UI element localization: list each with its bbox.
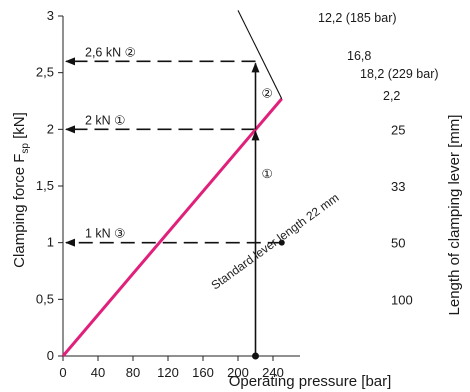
- x-tick-label: 200: [227, 365, 249, 380]
- y-tick-label: 0: [47, 348, 54, 363]
- limit-curve: [237, 10, 283, 99]
- y2-axis-title: Length of clamping lever [mm]: [446, 115, 463, 316]
- x-tick-label: 0: [59, 365, 66, 380]
- right-axis-label: 25: [391, 122, 405, 137]
- x-tick-label: 240: [262, 365, 284, 380]
- level-label: 2,6 kN ②: [85, 45, 136, 59]
- y-axis-ticks: 0 0,5 1 1,5 2 2,5 3: [36, 8, 63, 363]
- vertical-arrow-label: ②: [262, 87, 273, 101]
- x-tick-label: 120: [157, 365, 179, 380]
- y-axis-title: Clamping force Fsp [kN]: [11, 112, 31, 268]
- y-tick-label: 3: [47, 8, 54, 23]
- x-axis-title: Operating pressure [bar]: [229, 373, 392, 390]
- vertical-arrows: ①②: [251, 62, 273, 360]
- right-axis-markers: 25 33 50 100: [278, 122, 413, 307]
- limit-curve-line: [237, 10, 283, 99]
- series-line: [61, 97, 283, 357]
- y-tick-label: 2: [47, 121, 54, 136]
- y-tick-label: 0,5: [36, 291, 54, 306]
- right-axis-label: 33: [391, 179, 405, 194]
- dashed-level-lines: 2,6 kN ② 2 kN ① 1 kN ③: [65, 45, 282, 247]
- level-label: 2 kN ①: [85, 113, 125, 127]
- x-axis-ticks: 0 40 80 120 160 200 240: [59, 356, 284, 380]
- y-tick-label: 2,5: [36, 65, 54, 80]
- level-label: 1 kN ③: [85, 227, 125, 241]
- right-axis-label: 100: [391, 292, 413, 307]
- top-annotation: 12,2 (185 bar): [318, 11, 397, 25]
- x-tick-label: 80: [126, 365, 140, 380]
- y-tick-label: 1,5: [36, 178, 54, 193]
- upper-mid-annotation: 16,8: [347, 49, 371, 63]
- right-marker-dot: [278, 239, 285, 246]
- right-annotation: 18,2 (229 bar): [360, 67, 439, 81]
- corner-annotation: 2,2: [383, 89, 400, 103]
- x-tick-label: 40: [91, 365, 105, 380]
- series-lines: [61, 97, 283, 357]
- series-inline-label: Standard lever length 22 mm: [209, 191, 342, 293]
- x-tick-label: 160: [192, 365, 214, 380]
- vertical-arrow-label: ①: [262, 167, 273, 181]
- right-axis-label: 50: [391, 236, 405, 251]
- y-tick-label: 1: [47, 235, 54, 250]
